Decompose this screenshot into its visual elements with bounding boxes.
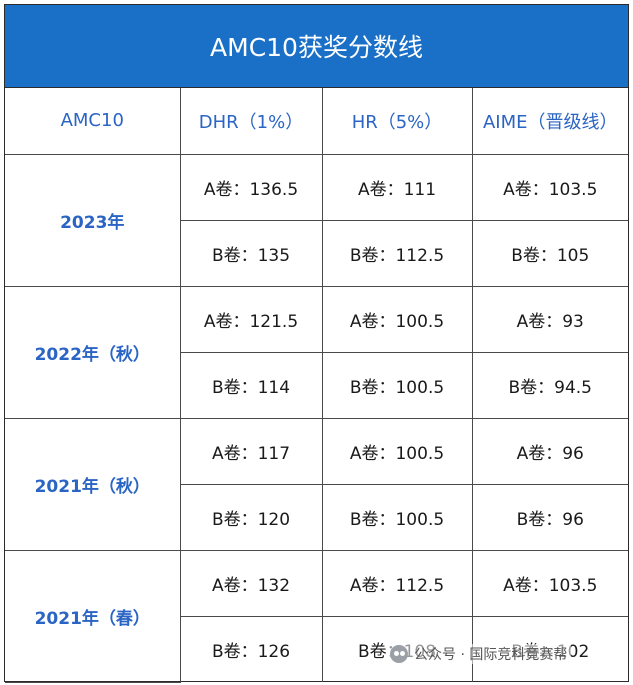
aime-a-score: A卷：103.5 xyxy=(471,153,628,221)
dhr-a-score: A卷：136.5 xyxy=(179,153,323,221)
table-row: 2022年（秋） A卷：121.5 A卷：100.5 A卷：93 xyxy=(5,285,628,419)
table-row: 2023年 A卷：136.5 A卷：111 A卷：103.5 xyxy=(5,153,628,287)
score-table: AMC10 DHR（1%） HR（5%） AIME（晋级线） 2023年 A卷：… xyxy=(5,88,628,683)
aime-b-score: B卷：105 xyxy=(471,219,628,287)
aime-b-score: B卷：94.5 xyxy=(471,351,628,419)
hr-a-score: A卷：112.5 xyxy=(321,549,473,617)
hr-a-score: A卷：100.5 xyxy=(321,285,473,353)
aime-a-score: A卷：93 xyxy=(471,285,628,353)
dhr-a-score: A卷：132 xyxy=(179,549,323,617)
hr-a-score: A卷：111 xyxy=(321,153,473,221)
table-row: 2021年（春） A卷：132 A卷：112.5 A卷：103.5 xyxy=(5,549,628,683)
dhr-a-score: A卷：121.5 xyxy=(179,285,323,353)
header-hr: HR（5%） xyxy=(321,88,473,155)
dhr-b-score: B卷：120 xyxy=(180,483,323,551)
aime-a-score: A卷：103.5 xyxy=(471,549,628,617)
dhr-b-score: B卷：135 xyxy=(180,219,323,287)
header-exam: AMC10 xyxy=(5,88,181,155)
header-aime: AIME（晋级线） xyxy=(471,88,628,155)
table-row: B卷：135 B卷：112.5 B卷：105 xyxy=(5,219,628,287)
header-dhr: DHR（1%） xyxy=(179,88,323,155)
year-cell: 2021年（秋） xyxy=(5,417,181,551)
table-row: B卷：114 B卷：100.5 B卷：94.5 xyxy=(5,351,628,419)
hr-b-score: B卷：100.5 xyxy=(321,351,473,419)
table-row: 2021年（秋） A卷：117 A卷：100.5 A卷：96 xyxy=(5,417,628,551)
dhr-b-score: B卷：126 xyxy=(180,615,323,682)
year-cell: 2023年 xyxy=(5,153,181,287)
aime-b-score: B卷：96 xyxy=(471,483,628,551)
wechat-icon xyxy=(390,645,408,663)
watermark-text: 公众号 · 国际竞科竞赛帮 xyxy=(414,647,568,663)
header-row: AMC10 DHR（1%） HR（5%） AIME（晋级线） xyxy=(5,88,628,155)
aime-a-score: A卷：96 xyxy=(471,417,628,485)
hr-b-score: B卷：112.5 xyxy=(321,219,473,287)
watermark: 公众号 · 国际竞科竞赛帮 xyxy=(386,644,572,664)
year-cell: 2021年（春） xyxy=(5,549,181,683)
hr-a-score: A卷：100.5 xyxy=(321,417,473,485)
dhr-a-score: A卷：117 xyxy=(179,417,323,485)
dhr-b-score: B卷：114 xyxy=(180,351,323,419)
year-cell: 2022年（秋） xyxy=(5,285,181,419)
table-title: AMC10获奖分数线 xyxy=(5,5,628,88)
hr-b-score: B卷：100.5 xyxy=(321,483,473,551)
score-table-container: AMC10获奖分数线 AMC10 DHR（1%） HR（5%） AIME（晋级线… xyxy=(4,4,629,683)
